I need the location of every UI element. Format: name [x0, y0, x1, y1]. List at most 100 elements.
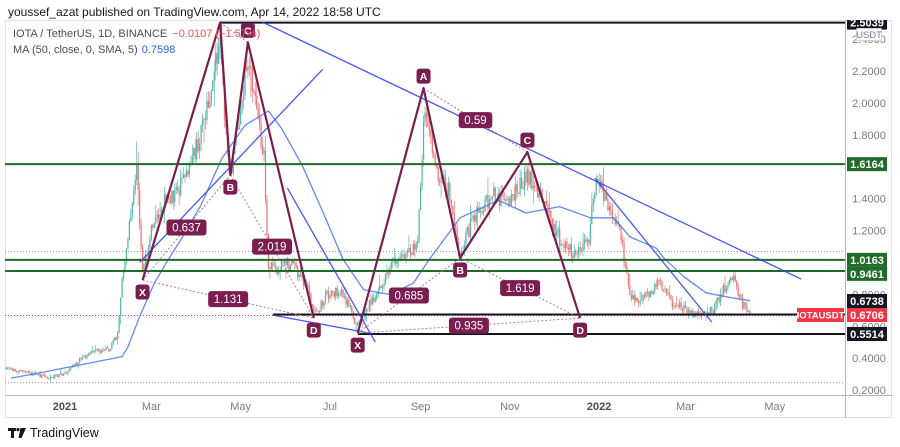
candle-body [405, 253, 407, 259]
candle-body [294, 262, 296, 265]
candle-body [98, 348, 100, 351]
candle-body [490, 199, 492, 200]
candle-body [561, 243, 564, 245]
candle-body [45, 376, 47, 378]
candle-body [746, 305, 748, 312]
svg-text:0.59: 0.59 [464, 115, 486, 127]
candle-body [210, 90, 212, 102]
ratio-label-XB: 0.637 [166, 219, 207, 236]
candle-body [550, 210, 552, 219]
candle-body [146, 255, 148, 257]
candle-body [409, 247, 412, 254]
candle-body [254, 91, 256, 96]
candle-body [244, 66, 246, 97]
candle-body [335, 287, 337, 297]
candle-body [491, 195, 493, 200]
ma-legend-row[interactable]: MA (50, close, 0, SMA, 5) 0.7598 [13, 42, 260, 58]
candle-body [698, 311, 700, 314]
candle-body [95, 350, 97, 351]
xabcd-legs[interactable] [141, 21, 315, 319]
descending-trendline-2022[interactable] [594, 177, 713, 323]
candle-body [689, 309, 691, 313]
candle-body [285, 261, 287, 265]
candle-body [648, 291, 650, 297]
candle-body [572, 256, 574, 259]
xabcd-pattern-2[interactable]: 0.59 0.685 1.619 0.935 X A B C D [350, 68, 588, 353]
candle-body [712, 311, 714, 314]
xabcd-legs[interactable] [356, 86, 582, 334]
candle-body [358, 321, 360, 325]
author-link[interactable]: youssef_azat [8, 5, 79, 19]
candle-body [237, 127, 239, 130]
candle-body [272, 262, 274, 266]
candle-body [156, 214, 158, 218]
chart-frame [5, 20, 892, 418]
tradingview-brand-link[interactable]: TradingView [8, 426, 99, 440]
candle-body [51, 376, 53, 378]
candle-body [402, 254, 404, 256]
candle-body [131, 203, 133, 214]
candle-body [462, 250, 464, 252]
candle-body [89, 353, 91, 356]
candle-body [103, 349, 106, 351]
candle-body [65, 372, 68, 374]
candle-body [396, 261, 398, 264]
candle-body [658, 280, 660, 281]
candle-body [266, 198, 268, 236]
candle-body [332, 290, 334, 292]
descending-trendline-main[interactable] [262, 21, 802, 280]
candle-body [443, 176, 445, 179]
svg-text:0.5514: 0.5514 [850, 329, 885, 341]
candle-body [684, 305, 687, 308]
candle-body [434, 155, 436, 164]
candle-body [503, 192, 505, 201]
candle-body [515, 184, 517, 201]
time-axis[interactable]: 2021 Mar May Jul Sep Nov 2022 Mar May [53, 401, 786, 413]
candle-body [282, 261, 284, 263]
currency-unit-tag[interactable]: USDT [856, 28, 882, 42]
candle-body [522, 188, 524, 190]
time-tick-label: Sep [411, 401, 431, 413]
candle-body [627, 273, 630, 286]
candle-body [313, 305, 315, 311]
candle-body [706, 312, 709, 314]
descending-trendline-summer[interactable] [286, 187, 376, 343]
candle-body [579, 247, 581, 251]
candle-body [719, 294, 722, 302]
candle-body [70, 366, 72, 369]
candle-body [108, 348, 110, 352]
candle-body [301, 274, 303, 279]
candle-body [564, 241, 567, 249]
candle-body [414, 243, 416, 250]
candle-body [181, 177, 183, 179]
candle-body [339, 293, 341, 295]
candle-body [327, 290, 330, 299]
candle-body [153, 223, 155, 228]
price-axis[interactable]: 2.40002.20002.00001.80001.40001.20000.80… [847, 16, 887, 397]
candle-body [646, 291, 649, 293]
candle-body [49, 377, 52, 379]
svg-text:D: D [310, 325, 318, 337]
candle-body [506, 199, 508, 201]
candle-body [263, 150, 265, 154]
candle-body [681, 309, 684, 311]
candle-body [38, 374, 40, 375]
candle-body [169, 200, 172, 204]
candle-body [463, 244, 466, 251]
candle-body [516, 184, 518, 193]
bottom-trendline[interactable] [272, 314, 370, 334]
xabcd-pattern-1[interactable]: 0.637 2.019 1.131 X A B C D [135, 3, 321, 338]
candle-body [597, 179, 599, 181]
candle-body [27, 371, 30, 373]
candle-body [452, 205, 454, 214]
candle-body [191, 155, 193, 163]
candle-body [261, 146, 264, 154]
candle-body [314, 310, 316, 312]
candle-body [421, 160, 423, 187]
candle-body [46, 377, 49, 379]
candle-body [395, 259, 397, 264]
symbol-legend-row[interactable]: IOTA / TetherUS, 1D, BINANCE −0.0107 (−1.… [13, 26, 260, 42]
price-tick-label: 0.2000 [852, 385, 886, 397]
candle-body [655, 284, 657, 287]
